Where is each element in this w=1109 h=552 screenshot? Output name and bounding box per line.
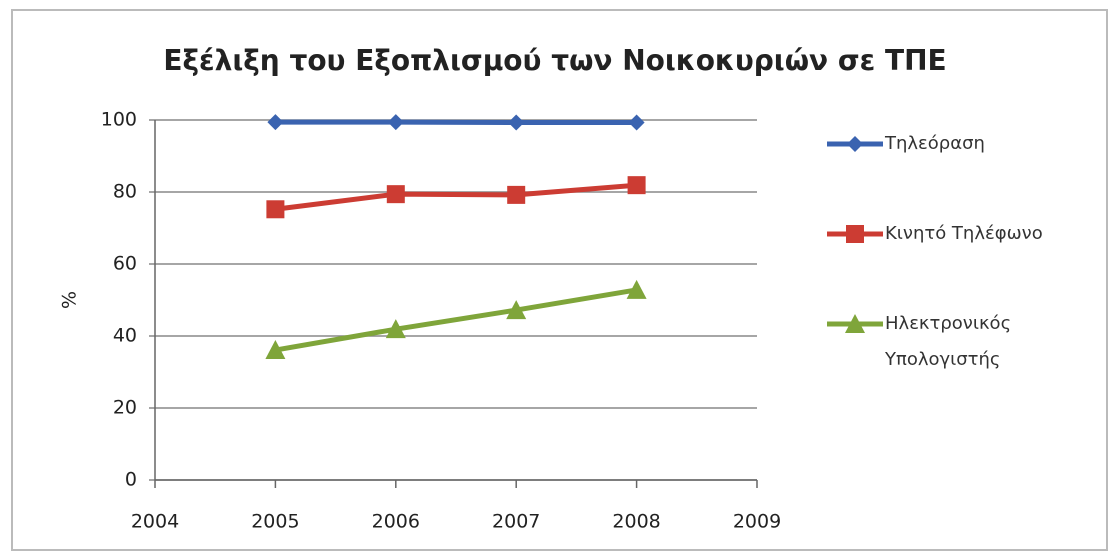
marker (267, 114, 284, 131)
y-axis-label: % (59, 291, 81, 309)
x-tick-label: 2008 (612, 511, 660, 533)
legend-swatch (827, 314, 883, 333)
marker (845, 314, 865, 333)
legend-swatch (827, 136, 883, 152)
marker (506, 300, 527, 320)
marker (266, 200, 285, 219)
y-tick-label: 80 (113, 181, 137, 203)
x-tick-label: 2006 (372, 511, 420, 533)
marker (385, 319, 406, 339)
legend-item: Τηλεόραση (825, 126, 1045, 162)
chart-frame (11, 9, 1108, 551)
marker (387, 114, 404, 131)
x-tick-label: 2009 (733, 511, 781, 533)
y-tick-label: 20 (113, 397, 137, 419)
marker (628, 114, 645, 131)
marker (627, 176, 646, 195)
marker (508, 114, 525, 131)
y-tick-label: 0 (125, 469, 137, 491)
legend-item: Ηλεκτρονικός Υπολογιστής (825, 306, 1045, 378)
x-tick-label: 2004 (131, 511, 179, 533)
legend-item: Κινητό Τηλέφωνο (825, 216, 1045, 252)
legend-label: Κινητό Τηλέφωνο (885, 223, 1043, 244)
marker (507, 185, 526, 204)
series-line (274, 287, 638, 353)
x-tick-label: 2007 (492, 511, 540, 533)
y-tick-label: 60 (113, 253, 137, 275)
legend-label: Τηλεόραση (885, 133, 985, 154)
legend-label: Ηλεκτρονικός Υπολογιστής (885, 313, 1012, 370)
chart-title: Εξέλιξη του Εξοπλισμού των Νοικοκυριών σ… (163, 44, 946, 77)
y-tick-label: 40 (113, 325, 137, 347)
marker (626, 279, 647, 299)
marker (265, 340, 286, 360)
marker (847, 136, 863, 152)
y-tick-label: 100 (101, 109, 137, 131)
marker (386, 185, 405, 204)
marker (846, 225, 864, 243)
legend-swatch (827, 225, 883, 243)
x-tick-label: 2005 (251, 511, 299, 533)
series-line (275, 182, 637, 212)
